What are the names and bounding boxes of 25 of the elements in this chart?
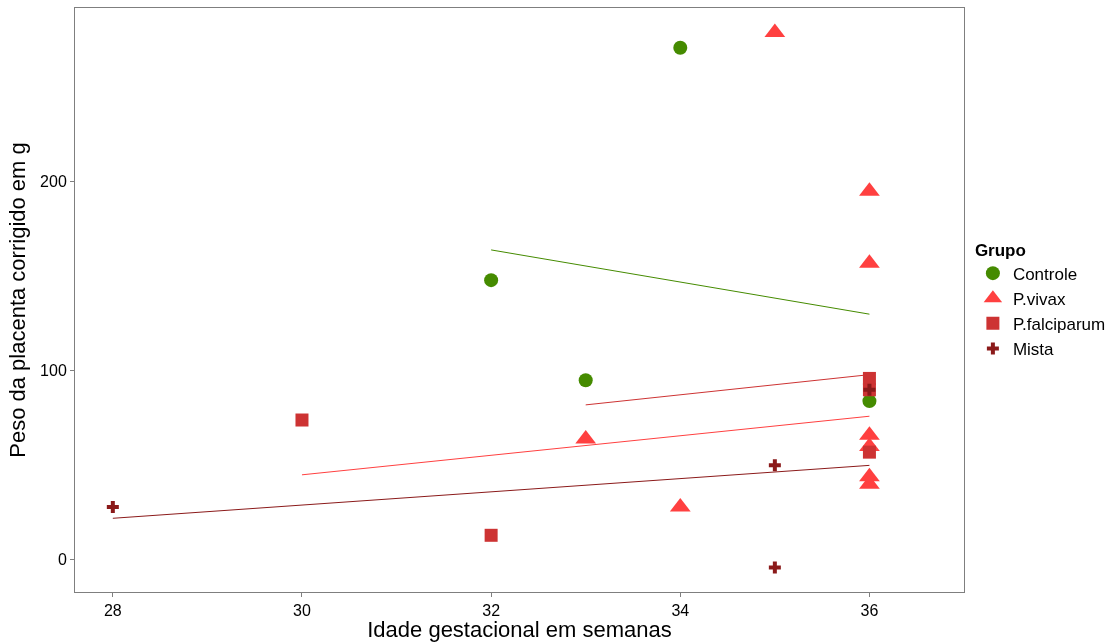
point: [106, 500, 119, 513]
y-tick-label: 100: [40, 362, 67, 380]
legend-label: Mista: [1012, 340, 1055, 360]
point: [484, 528, 498, 542]
x-tick-label: 32: [482, 602, 501, 620]
x-tick-label: 30: [293, 602, 311, 620]
point: [862, 445, 876, 459]
point: [768, 459, 781, 472]
y-tick-label: 0: [57, 551, 67, 569]
point: [295, 413, 309, 427]
x-tick-label: 34: [671, 602, 690, 620]
point: [768, 561, 781, 574]
x-tick-label: 36: [860, 602, 879, 620]
legend-label: Controle: [1012, 264, 1078, 284]
x-tick-label: 28: [103, 602, 122, 620]
point: [578, 373, 593, 388]
x-axis-title: Idade gestacional em semanas: [367, 617, 672, 642]
legend-label: P.vivax: [1012, 289, 1066, 309]
legend-label: P.falciparum: [1012, 314, 1106, 334]
y-tick-label: 200: [40, 173, 67, 191]
legend-title: Grupo: [974, 240, 1026, 260]
point: [484, 273, 499, 288]
point: [673, 40, 688, 55]
y-axis-title: Peso da placenta corrigido em g: [4, 142, 30, 458]
point: [862, 394, 877, 409]
